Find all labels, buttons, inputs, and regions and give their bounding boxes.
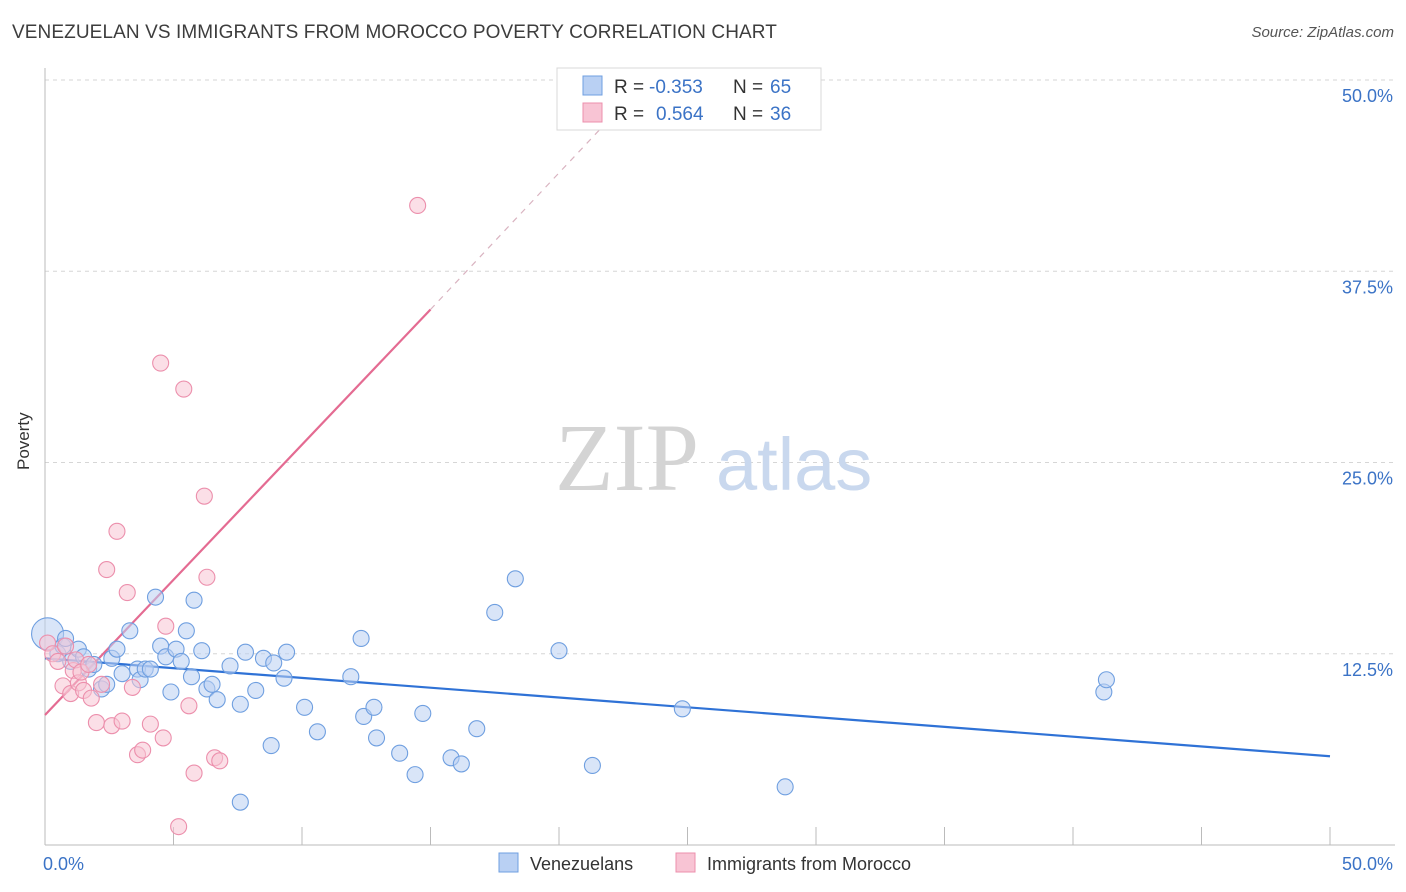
points-layer: [31, 196, 1115, 836]
bottom-legend: Venezuelans Immigrants from Morocco: [498, 852, 911, 874]
morocco-point: [134, 741, 152, 759]
venezuelan-point: [776, 778, 794, 796]
venezuelan-point: [296, 698, 314, 716]
bottom-legend-label-morocco: Immigrants from Morocco: [707, 854, 911, 874]
venezuelan-point: [185, 591, 203, 609]
morocco-point: [108, 522, 126, 540]
morocco-point: [49, 652, 67, 670]
venezuelan-point: [1097, 671, 1115, 689]
venezuelan-point: [121, 622, 139, 640]
bottom-legend-swatch-pink: [675, 852, 696, 873]
watermark-atlas: atlas: [716, 423, 872, 506]
venezuelan-point: [414, 704, 432, 722]
venezuelan-point: [231, 793, 249, 811]
morocco-point: [98, 561, 116, 579]
venezuelan-point: [141, 660, 159, 678]
venezuelan-point: [262, 736, 280, 755]
venezuelan-point: [203, 675, 221, 693]
venezuelan-point: [172, 652, 190, 670]
morocco-point: [118, 583, 136, 602]
watermark: ZIP atlas: [555, 404, 872, 511]
morocco-point: [57, 637, 75, 655]
legend-n-label-2: N =: [733, 104, 763, 125]
legend-r-value-2: 0.564: [656, 104, 704, 125]
venezuelan-point: [275, 669, 293, 687]
morocco-point: [82, 689, 100, 707]
venezuelan-point: [673, 700, 691, 718]
morocco-point: [195, 487, 213, 505]
morocco-point: [152, 354, 170, 372]
venezuelan-point: [308, 723, 326, 741]
venezuelan-point: [108, 640, 126, 658]
grid-layer: [45, 79, 1395, 655]
legend-n-value-1: 65: [770, 77, 791, 98]
legend-r-value-1: -0.353: [649, 77, 703, 98]
venezuelan-point: [182, 668, 201, 686]
legend-n-label-1: N =: [733, 77, 763, 98]
bottom-legend-label-venezuelans: Venezuelans: [530, 854, 633, 874]
morocco-point: [113, 712, 131, 730]
venezuelan-point: [550, 642, 568, 660]
venezuelan-point: [146, 588, 165, 606]
venezuelan-point: [113, 665, 131, 683]
venezuelan-point: [468, 720, 486, 738]
morocco-point: [180, 697, 198, 715]
y-tick-label: 37.5%: [1342, 277, 1393, 297]
venezuelan-point: [278, 643, 296, 661]
morocco-point: [157, 617, 175, 635]
venezuelan-point: [236, 643, 255, 661]
x-tick-label: 50.0%: [1342, 854, 1393, 874]
venezuelan-point: [247, 681, 265, 700]
bottom-legend-swatch-blue: [498, 852, 519, 873]
legend-r-label-1: R =: [614, 77, 644, 98]
morocco-point: [170, 818, 188, 836]
morocco-point: [198, 568, 216, 586]
morocco-point: [154, 729, 172, 747]
x-tick-label: 0.0%: [43, 854, 84, 874]
morocco-point: [92, 675, 111, 693]
venezuelan-point: [177, 622, 195, 640]
morocco-point: [141, 715, 159, 733]
venezuelan-point: [406, 766, 424, 784]
morocco-point: [211, 752, 229, 770]
y-tick-label: 12.5%: [1342, 660, 1393, 680]
morocco-point: [80, 655, 98, 674]
y-tick-label: 50.0%: [1342, 86, 1393, 106]
venezuelan-point: [583, 756, 601, 774]
venezuelan-point: [221, 657, 239, 675]
venezuelan-point: [365, 698, 383, 716]
chart-title: VENEZUELAN VS IMMIGRANTS FROM MOROCCO PO…: [12, 22, 777, 43]
venezuelan-point: [208, 691, 226, 709]
venezuelan-point: [452, 755, 470, 773]
y-tick-label: 25.0%: [1342, 469, 1393, 489]
morocco-point: [87, 714, 105, 732]
venezuelan-point: [265, 654, 283, 672]
morocco-point: [185, 764, 203, 782]
venezuelan-point: [486, 603, 504, 621]
axes-layer: [44, 68, 1395, 846]
venezuelan-point: [342, 668, 360, 686]
morocco-point: [123, 678, 141, 696]
venezuelan-point: [193, 642, 211, 660]
venezuelan-point: [231, 695, 249, 713]
legend-r-label-2: R =: [614, 104, 644, 125]
legend-n-value-2: 36: [770, 104, 791, 125]
legend-swatch-pink: [582, 102, 603, 123]
correlation-legend: R = -0.353 N = 65 R = 0.564 N = 36: [556, 67, 822, 131]
chart-source: Source: ZipAtlas.com: [1251, 24, 1394, 41]
venezuelan-point: [352, 629, 370, 648]
venezuelan-point: [162, 683, 180, 701]
legend-swatch-blue: [582, 75, 603, 96]
venezuelan-point: [506, 570, 524, 588]
tick-label-layer: 12.5% 25.0% 37.5% 50.0% 0.0% 50.0%: [43, 86, 1393, 874]
morocco-point: [409, 196, 427, 215]
morocco-trendline-extension: [430, 117, 611, 310]
watermark-zip: ZIP: [555, 404, 699, 511]
venezuelan-point: [367, 729, 386, 747]
venezuelan-point: [391, 744, 409, 762]
morocco-point: [175, 380, 193, 398]
